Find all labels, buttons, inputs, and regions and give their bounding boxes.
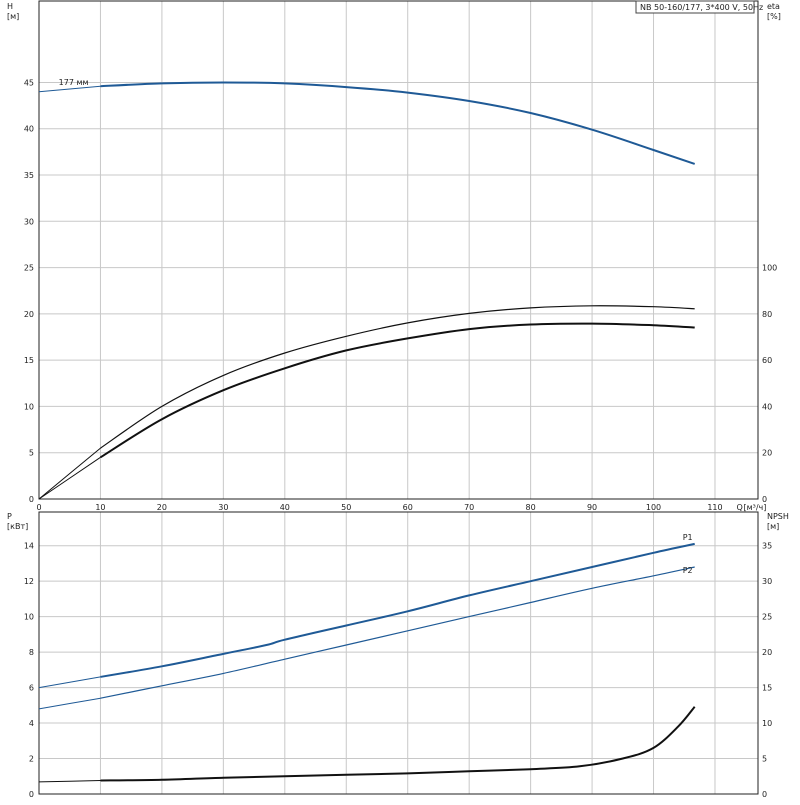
series-label: P2 bbox=[683, 566, 693, 575]
y-tick-label: 0 bbox=[29, 495, 34, 504]
y-tick-label: 45 bbox=[24, 78, 34, 87]
series-line bbox=[100, 305, 695, 449]
y-axis-unit: [кВт] bbox=[7, 522, 28, 531]
title-box bbox=[635, 0, 755, 14]
series-label: 177 мм bbox=[59, 78, 89, 87]
y2-tick-label: 20 bbox=[762, 449, 772, 458]
y2-tick-label: 15 bbox=[762, 684, 772, 693]
x-axis-label: Q bbox=[736, 503, 742, 512]
plot-frame bbox=[38, 511, 759, 795]
x-tick-label: 50 bbox=[341, 503, 351, 512]
series-line-extension bbox=[38, 85, 101, 93]
y2-tick-label: 10 bbox=[762, 719, 772, 728]
y-tick-label: 20 bbox=[24, 310, 34, 319]
panel-1 bbox=[38, 0, 759, 500]
y2-tick-label: 0 bbox=[762, 790, 767, 799]
y2-axis-label: NPSH bbox=[767, 512, 789, 521]
series-line bbox=[100, 706, 696, 782]
y2-tick-label: 20 bbox=[762, 648, 772, 657]
panel-2 bbox=[38, 511, 759, 795]
y-tick-label: 5 bbox=[29, 449, 34, 458]
y2-axis-unit: [%] bbox=[767, 12, 781, 21]
y2-tick-label: 100 bbox=[762, 264, 777, 273]
y-tick-label: 14 bbox=[24, 542, 34, 551]
y-tick-label: 4 bbox=[29, 719, 34, 728]
y2-tick-label: 60 bbox=[762, 356, 772, 365]
y-tick-label: 35 bbox=[24, 171, 34, 180]
x-tick-label: 60 bbox=[403, 503, 413, 512]
series-line-extension bbox=[38, 676, 101, 689]
y-tick-label: 25 bbox=[24, 264, 34, 273]
y-tick-label: 30 bbox=[24, 217, 34, 226]
plot-frame bbox=[38, 0, 759, 500]
y-axis-label: H bbox=[7, 2, 13, 11]
y-axis-label: P bbox=[7, 512, 12, 521]
y-axis-unit: [м] bbox=[7, 12, 19, 21]
y-tick-label: 10 bbox=[24, 613, 34, 622]
x-tick-label: 90 bbox=[587, 503, 597, 512]
x-tick-label: 0 bbox=[36, 503, 41, 512]
series-line-extension bbox=[38, 456, 101, 500]
x-tick-label: 40 bbox=[280, 503, 290, 512]
y2-axis-label: eta bbox=[767, 2, 780, 11]
series-line bbox=[100, 566, 695, 699]
y-tick-label: 8 bbox=[29, 648, 34, 657]
y-tick-label: 12 bbox=[24, 577, 34, 586]
series-label: P1 bbox=[683, 533, 693, 542]
y2-tick-label: 40 bbox=[762, 402, 772, 411]
x-tick-label: 70 bbox=[464, 503, 474, 512]
x-tick-label: 20 bbox=[157, 503, 167, 512]
series-line-extension bbox=[38, 447, 101, 500]
y-tick-label: 0 bbox=[29, 790, 34, 799]
series-line-extension bbox=[38, 780, 101, 783]
y-tick-label: 15 bbox=[24, 356, 34, 365]
series-line-extension bbox=[38, 697, 101, 710]
series-line bbox=[99, 322, 695, 459]
y2-tick-label: 35 bbox=[762, 542, 772, 551]
x-tick-label: 100 bbox=[646, 503, 661, 512]
x-axis-unit: [м³/ч] bbox=[743, 503, 766, 512]
series-line bbox=[100, 542, 695, 678]
y2-axis-unit: [м] bbox=[767, 522, 779, 531]
y2-tick-label: 80 bbox=[762, 310, 772, 319]
x-tick-label: 10 bbox=[95, 503, 105, 512]
y-tick-label: 6 bbox=[29, 684, 34, 693]
y2-tick-label: 0 bbox=[762, 495, 767, 504]
x-tick-label: 30 bbox=[218, 503, 228, 512]
x-tick-label: 110 bbox=[707, 503, 722, 512]
y2-tick-label: 25 bbox=[762, 613, 772, 622]
y-tick-label: 2 bbox=[29, 755, 34, 764]
y2-tick-label: 30 bbox=[762, 577, 772, 586]
x-tick-label: 80 bbox=[526, 503, 536, 512]
y2-tick-label: 5 bbox=[762, 755, 767, 764]
chart-title: NB 50-160/177, 3*400 V, 50Hz bbox=[640, 3, 763, 12]
y-tick-label: 40 bbox=[24, 125, 34, 134]
y-tick-label: 10 bbox=[24, 402, 34, 411]
series-line bbox=[100, 81, 696, 165]
